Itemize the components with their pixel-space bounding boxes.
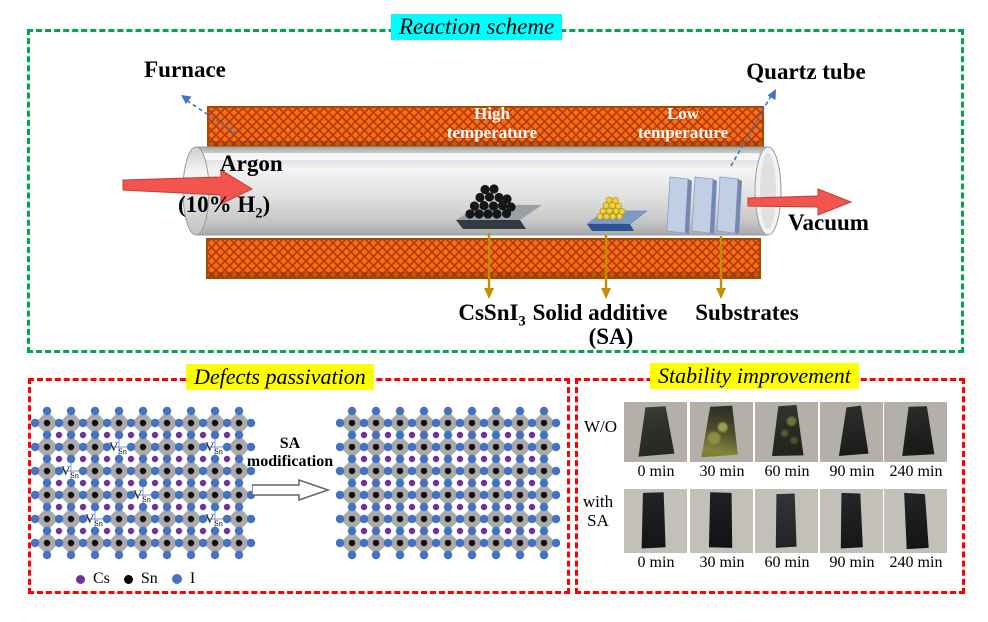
row-label-wo: W/O <box>584 417 618 436</box>
low-temperature-zone-label: Low temperature <box>637 104 729 142</box>
photo-sa-90min <box>820 489 883 553</box>
sa-modification-label: SA modification <box>246 435 334 470</box>
furnace-pointer-arrow <box>181 95 238 135</box>
tube-right-opening <box>754 146 782 236</box>
stability-title: Stability improvement <box>650 363 859 389</box>
photo-wo-30min <box>690 402 753 462</box>
cs-atom-icon <box>76 574 85 584</box>
sample-film <box>840 492 863 549</box>
reaction-scheme-drawing <box>122 89 853 299</box>
photo-wo-60min <box>755 402 818 462</box>
sample-film <box>638 406 675 457</box>
modification-arrow <box>252 479 330 501</box>
source-powder <box>465 184 516 219</box>
label-pointer-arrows <box>484 233 726 299</box>
time-label: 30 min <box>699 554 745 571</box>
svg-text:VSn: VSn <box>61 463 79 480</box>
argon-gas-label: (10% H2) <box>178 192 271 222</box>
quartz-pointer-arrow <box>730 89 776 167</box>
reaction-title: Reaction scheme <box>391 14 563 40</box>
time-label: 30 min <box>699 463 745 480</box>
legend-item-i: I <box>171 570 195 588</box>
cssni3-label: CsSnI3 <box>458 300 526 330</box>
furnace-label: Furnace <box>144 57 226 82</box>
sample-film <box>701 405 738 458</box>
vacuum-outlet-arrow <box>747 188 853 216</box>
sn-atom-icon <box>123 574 133 584</box>
time-label: 90 min <box>829 554 875 571</box>
svg-text:VSn: VSn <box>205 511 223 528</box>
time-label: 60 min <box>764 554 810 571</box>
argon-label: Argon <box>220 151 283 176</box>
sample-film <box>641 492 666 549</box>
solid-additive-label: Solid additive <box>532 300 668 325</box>
photo-wo-90min <box>820 402 883 462</box>
substrates-plates <box>666 176 742 234</box>
time-label: 0 min <box>637 554 675 571</box>
lattice-passivated <box>334 405 562 561</box>
substrates-label: Substrates <box>695 300 799 325</box>
time-label: 0 min <box>637 463 675 480</box>
sample-film <box>772 405 804 456</box>
sample-film <box>838 405 869 456</box>
high-temperature-zone-label: High temperature <box>446 104 538 142</box>
time-label: 60 min <box>764 463 810 480</box>
atom-legend: Cs Sn I <box>76 570 195 588</box>
sample-film <box>902 406 935 456</box>
defects-title: Defects passivation <box>186 364 374 390</box>
i-atom-icon <box>171 574 182 584</box>
photo-sa-0min <box>624 489 687 553</box>
row-label-with-sa: with SA <box>582 492 614 530</box>
legend-item-sn: Sn <box>123 570 158 588</box>
quartz-tube-label: Quartz tube <box>746 59 866 84</box>
sample-film <box>775 493 797 548</box>
vacuum-label: Vacuum <box>788 210 869 235</box>
lattice-with-vacancies: VSn VSn VSn VSn VSn VSn <box>29 405 257 561</box>
additive-powder <box>596 196 626 220</box>
photo-wo-240min <box>884 402 947 462</box>
svg-text:VSn: VSn <box>205 439 223 456</box>
svg-text:VSn: VSn <box>85 511 103 528</box>
svg-text:VSn: VSn <box>109 439 127 456</box>
legend-item-cs: Cs <box>76 570 110 588</box>
time-label: 240 min <box>889 463 943 480</box>
sample-film <box>904 492 929 550</box>
photo-wo-0min <box>624 402 687 462</box>
time-label: 90 min <box>829 463 875 480</box>
time-label: 240 min <box>889 554 943 571</box>
svg-text:VSn: VSn <box>133 487 151 504</box>
sa-abbrev-label: (SA) <box>588 324 634 349</box>
argon-inlet-arrow <box>122 169 254 205</box>
photo-sa-30min <box>690 489 753 553</box>
photo-sa-240min <box>884 489 947 553</box>
photo-sa-60min <box>755 489 818 553</box>
sample-film <box>708 492 733 548</box>
furnace-bottom-bar <box>206 238 761 279</box>
